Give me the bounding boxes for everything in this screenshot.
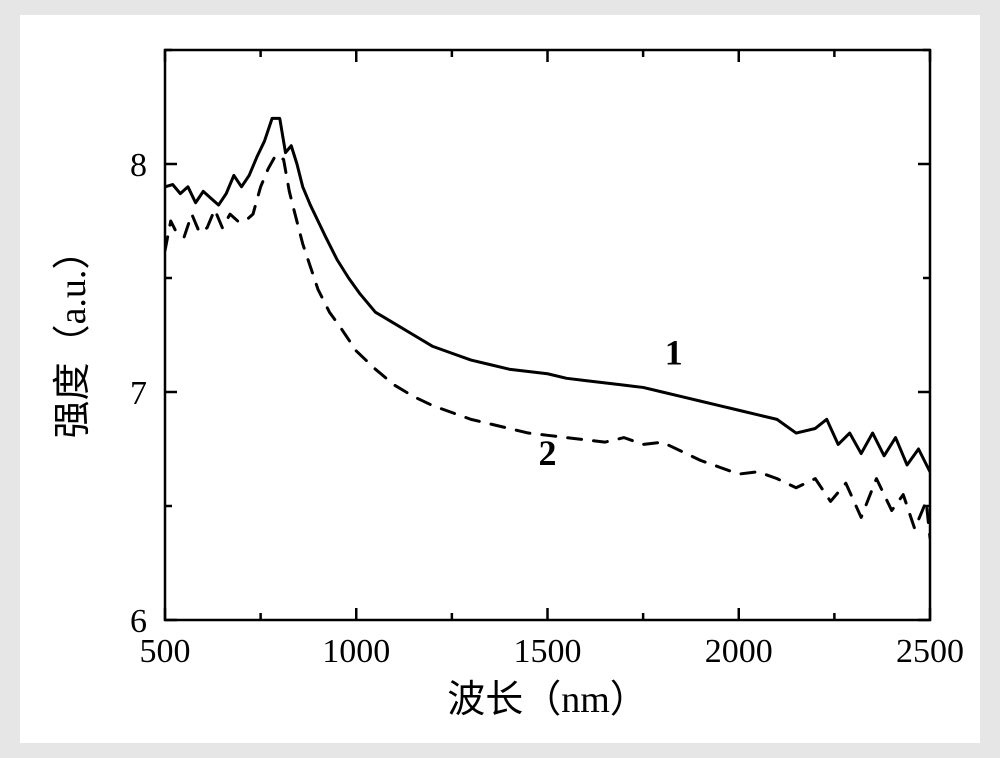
y-tick-label: 6 <box>130 603 147 640</box>
y-tick-label: 8 <box>130 147 147 184</box>
spectrum-chart: 500 1000 1500 2000 2500 6 7 8 1 2 波长（nm） 强度（a.u.） <box>20 15 980 743</box>
x-tick-label: 1500 <box>514 633 582 670</box>
x-tick-label: 2000 <box>705 633 773 670</box>
y-tick-label: 7 <box>130 375 147 412</box>
chart-frame: 500 1000 1500 2000 2500 6 7 8 1 2 波长（nm） 强度（a.u.） <box>20 15 980 743</box>
series-label-2: 2 <box>539 433 557 473</box>
x-tick-label: 500 <box>140 633 191 670</box>
y-axis-label: 强度（a.u.） <box>52 232 94 439</box>
x-tick-label: 1000 <box>322 633 390 670</box>
x-axis-label: 波长（nm） <box>447 679 648 721</box>
series-label-1: 1 <box>665 333 683 373</box>
x-tick-label: 2500 <box>896 633 964 670</box>
